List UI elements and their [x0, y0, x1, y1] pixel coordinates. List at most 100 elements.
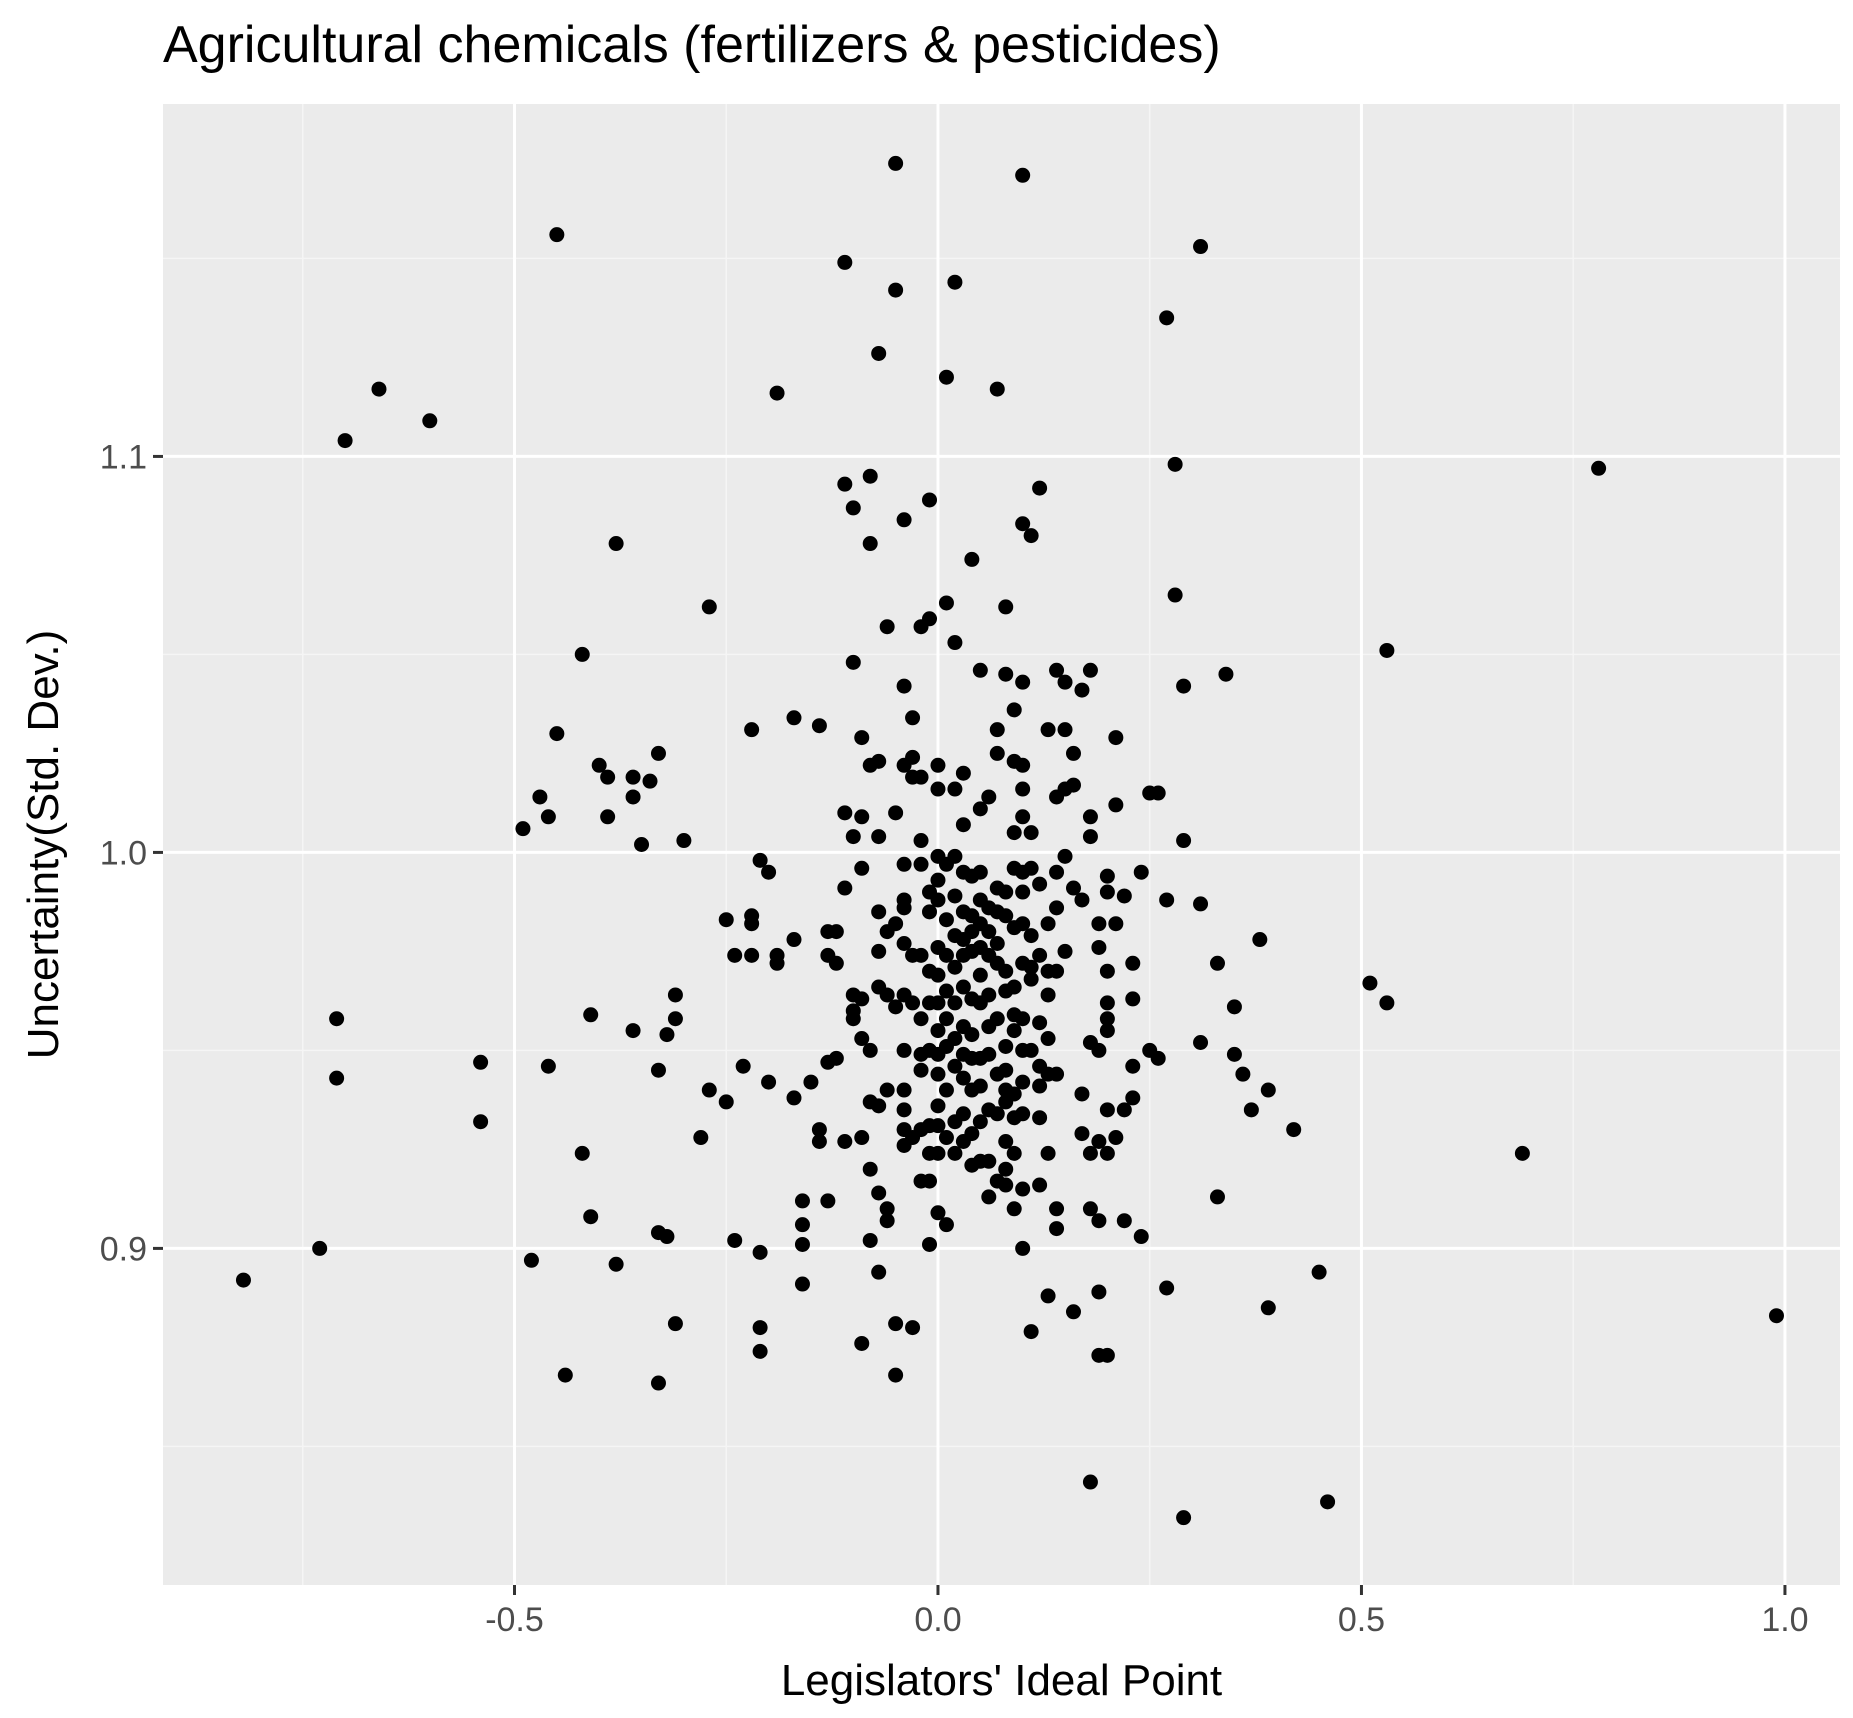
data-point	[947, 995, 963, 1011]
data-point	[761, 864, 777, 880]
data-point	[998, 1161, 1014, 1177]
data-point	[938, 947, 954, 963]
data-point	[930, 1098, 946, 1114]
data-point	[1015, 516, 1031, 532]
data-point	[811, 1122, 827, 1138]
x-tick-label: 0.5	[1338, 1601, 1385, 1639]
data-point	[727, 1232, 743, 1248]
data-point	[938, 912, 954, 928]
data-point	[947, 848, 963, 864]
data-point	[1015, 884, 1031, 900]
y-tick-label: 0.9	[100, 1230, 147, 1268]
data-point	[312, 1240, 328, 1256]
data-point	[930, 995, 946, 1011]
data-point	[913, 769, 929, 785]
data-point	[591, 757, 607, 773]
data-point	[964, 1027, 980, 1043]
data-point	[1243, 1102, 1259, 1118]
data-point	[1057, 722, 1073, 738]
data-point	[1226, 1046, 1242, 1062]
data-point	[871, 1098, 887, 1114]
data-point	[1108, 797, 1124, 813]
data-point	[1125, 1090, 1141, 1106]
data-point	[845, 829, 861, 845]
data-point	[947, 1031, 963, 1047]
data-point	[938, 983, 954, 999]
data-point	[1235, 1066, 1251, 1082]
data-point	[1159, 1280, 1175, 1296]
data-point	[1049, 662, 1065, 678]
data-point	[998, 599, 1014, 615]
y-tick-label: 1.0	[100, 834, 147, 872]
data-point	[1125, 991, 1141, 1007]
data-point	[549, 227, 565, 243]
data-point	[930, 1118, 946, 1134]
data-point	[1133, 864, 1149, 880]
data-point	[744, 947, 760, 963]
data-point	[1006, 979, 1022, 995]
data-point	[1015, 1106, 1031, 1122]
data-point	[871, 1264, 887, 1280]
data-point	[1099, 1023, 1115, 1039]
data-point	[905, 1320, 921, 1336]
data-point	[1049, 864, 1065, 880]
data-point	[879, 1213, 895, 1229]
data-point	[845, 654, 861, 670]
data-point	[837, 880, 853, 896]
data-point	[1040, 916, 1056, 932]
data-point	[667, 1316, 683, 1332]
data-point	[1116, 1102, 1132, 1118]
data-point	[1311, 1264, 1327, 1280]
data-point	[888, 282, 904, 298]
data-point	[896, 678, 912, 694]
data-point	[667, 1011, 683, 1027]
data-point	[1032, 1015, 1048, 1031]
data-point	[794, 1276, 810, 1292]
data-point	[625, 789, 641, 805]
data-point	[1049, 1066, 1065, 1082]
plot-panel	[163, 104, 1840, 1585]
data-point	[972, 801, 988, 817]
data-point	[574, 1145, 590, 1161]
data-point	[896, 1082, 912, 1098]
data-point	[329, 1070, 345, 1086]
data-point	[930, 967, 946, 983]
data-point	[938, 1217, 954, 1233]
data-point	[1015, 674, 1031, 690]
data-point	[642, 773, 658, 789]
data-point	[549, 726, 565, 742]
data-point	[930, 781, 946, 797]
data-point	[879, 1201, 895, 1217]
data-point	[1218, 666, 1234, 682]
data-point	[845, 500, 861, 516]
data-point	[820, 1193, 836, 1209]
data-point	[794, 1193, 810, 1209]
data-point	[989, 1011, 1005, 1027]
data-point	[1023, 928, 1039, 944]
data-point	[1006, 1086, 1022, 1102]
data-point	[998, 963, 1014, 979]
data-point	[896, 512, 912, 528]
x-axis-ticks: -0.5 0.0 0.5 1.0	[485, 1585, 1809, 1639]
data-point	[634, 837, 650, 852]
data-point	[888, 155, 904, 171]
data-point	[896, 935, 912, 951]
data-point	[1099, 884, 1115, 900]
data-point	[989, 1106, 1005, 1122]
data-point	[650, 1375, 666, 1391]
data-point	[972, 967, 988, 983]
data-point	[1252, 932, 1268, 948]
data-point	[1099, 963, 1115, 979]
data-point	[998, 884, 1014, 900]
data-point	[718, 1094, 734, 1110]
data-point	[1040, 1145, 1056, 1161]
data-point	[947, 781, 963, 797]
data-point	[930, 1145, 946, 1161]
data-point	[1379, 642, 1395, 658]
data-point	[1006, 1201, 1022, 1217]
data-point	[998, 908, 1014, 924]
data-point	[786, 932, 802, 948]
data-point	[1023, 860, 1039, 876]
data-point	[972, 1114, 988, 1130]
data-point	[769, 385, 785, 401]
